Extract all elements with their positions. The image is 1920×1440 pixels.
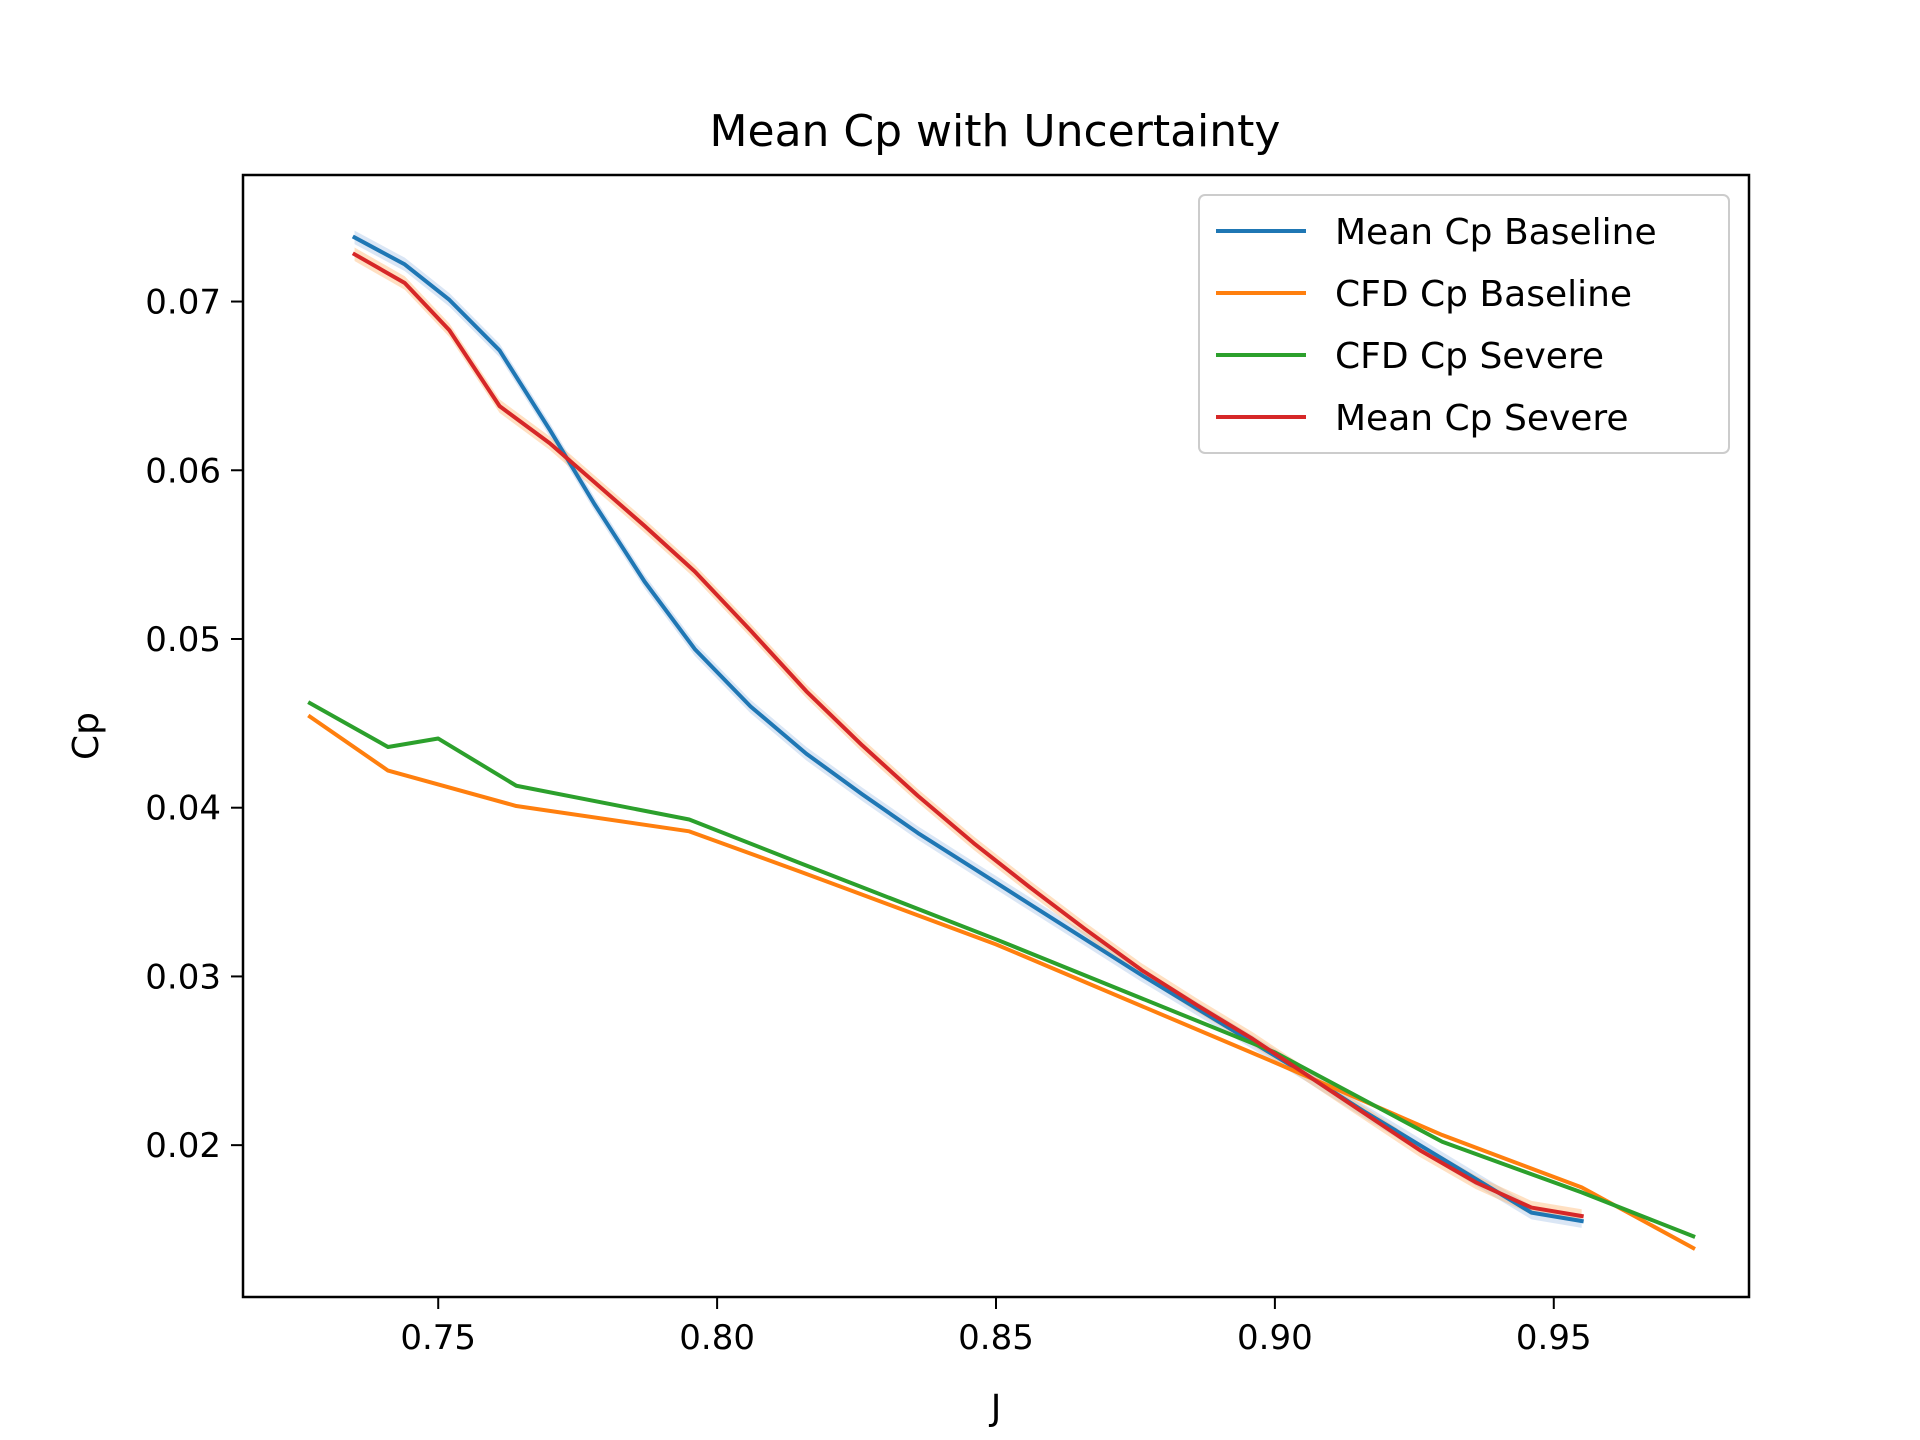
series-line-4 <box>351 251 1584 1219</box>
legend-label-1: Mean Cp Baseline <box>1335 212 1657 253</box>
legend-label-3: CFD Cp Severe <box>1335 336 1604 377</box>
y-tick-label: 0.06 <box>145 451 221 491</box>
legend: Mean Cp Baseline CFD Cp Baseline CFD Cp Se… <box>1198 194 1730 454</box>
series-line-2 <box>307 713 1696 1251</box>
x-tick-label: 0.75 <box>400 1318 476 1358</box>
y-axis: 0.02 0.03 0.04 0.05 0.06 0.07 <box>145 283 243 1166</box>
series-lines <box>307 234 1696 1251</box>
x-axis-label: J <box>989 1388 1002 1429</box>
legend-label-2: CFD Cp Baseline <box>1335 274 1632 315</box>
series-line-3 <box>307 700 1696 1239</box>
y-tick-label: 0.04 <box>145 789 221 829</box>
y-tick-label: 0.02 <box>145 1126 221 1166</box>
legend-box <box>1198 194 1730 454</box>
x-tick-label: 0.95 <box>1516 1318 1592 1358</box>
x-tick-label: 0.90 <box>1237 1318 1313 1358</box>
y-tick-label: 0.03 <box>145 957 221 997</box>
x-tick-label: 0.80 <box>679 1318 755 1358</box>
chart-title: Mean Cp with Uncertainty <box>710 106 1281 157</box>
y-tick-label: 0.05 <box>145 620 221 660</box>
x-axis: 0.75 0.80 0.85 0.90 0.95 <box>400 1297 1592 1358</box>
y-tick-label: 0.07 <box>145 283 221 323</box>
legend-label-4: Mean Cp Severe <box>1335 398 1629 439</box>
x-tick-label: 0.85 <box>958 1318 1034 1358</box>
y-axis-label: Cp <box>66 712 107 760</box>
